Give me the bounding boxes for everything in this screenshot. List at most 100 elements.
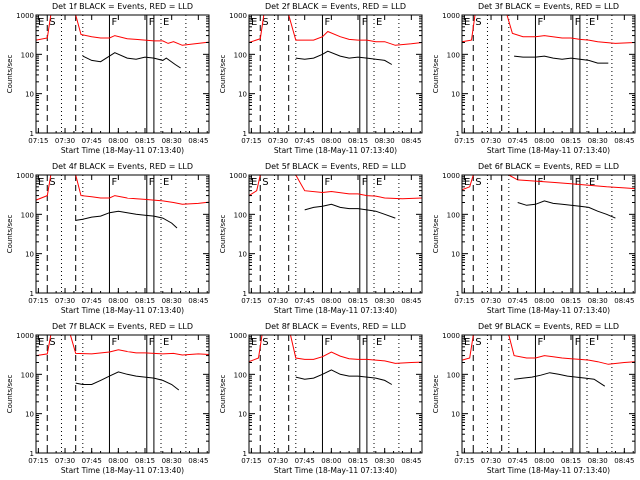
marker-label: E bbox=[376, 17, 382, 28]
x-tick-label: 08:45 bbox=[188, 137, 208, 145]
x-tick-label: 08:15 bbox=[348, 457, 368, 465]
y-axis-label: Counts/sec bbox=[219, 55, 227, 94]
x-tick-label: 08:15 bbox=[348, 297, 368, 305]
x-tick-label: 07:30 bbox=[268, 457, 288, 465]
x-tick-label: 08:30 bbox=[162, 297, 182, 305]
marker-label: F bbox=[362, 177, 368, 188]
y-tick-label: 10 bbox=[25, 91, 34, 99]
marker-label: E bbox=[163, 337, 169, 348]
x-tick-label: 08:15 bbox=[561, 137, 581, 145]
y-axis-label: Counts/sec bbox=[6, 375, 14, 414]
panel-title: Det 4f BLACK = Events, RED = LLD bbox=[52, 162, 193, 171]
x-tick-label: 08:45 bbox=[614, 457, 634, 465]
x-axis-label: Start Time (18-May-11 07:13:40) bbox=[274, 146, 397, 155]
x-tick-label: 07:30 bbox=[268, 137, 288, 145]
marker-label: F bbox=[111, 177, 117, 188]
x-tick-label: 08:45 bbox=[614, 137, 634, 145]
marker-label: F bbox=[149, 17, 155, 28]
x-tick-label: 08:30 bbox=[588, 457, 608, 465]
plot-frame bbox=[461, 14, 636, 134]
x-tick-label: 07:15 bbox=[454, 297, 474, 305]
x-tick-label: 07:15 bbox=[241, 137, 261, 145]
x-tick-label: 08:00 bbox=[534, 137, 554, 145]
y-tick-label: 10 bbox=[238, 91, 247, 99]
panel-title: Det 3f BLACK = Events, RED = LLD bbox=[478, 2, 619, 11]
y-tick-label: 1 bbox=[456, 450, 460, 458]
x-tick-label: 07:45 bbox=[508, 137, 528, 145]
x-tick-label: 08:00 bbox=[321, 137, 341, 145]
x-tick-label: 08:00 bbox=[108, 137, 128, 145]
plot-frame bbox=[35, 174, 210, 294]
marker-label: F bbox=[537, 337, 543, 348]
y-tick-label: 1000 bbox=[16, 332, 34, 340]
y-tick-label: 1000 bbox=[229, 12, 247, 20]
lld-series-line bbox=[36, 15, 209, 46]
x-tick-label: 08:00 bbox=[108, 297, 128, 305]
marker-label: F bbox=[537, 177, 543, 188]
x-tick-label: 07:30 bbox=[55, 297, 75, 305]
y-tick-label: 10 bbox=[238, 251, 247, 259]
y-tick-label: 1000 bbox=[442, 332, 460, 340]
y-tick-label: 10 bbox=[451, 411, 460, 419]
x-axis-label: Start Time (18-May-11 07:13:40) bbox=[274, 466, 397, 475]
y-tick-label: 1000 bbox=[229, 172, 247, 180]
x-tick-label: 08:30 bbox=[375, 297, 395, 305]
y-tick-label: 10 bbox=[451, 91, 460, 99]
marker-label: F bbox=[575, 337, 581, 348]
x-tick-label: 07:30 bbox=[481, 297, 501, 305]
panel-title: Det 7f BLACK = Events, RED = LLD bbox=[52, 322, 193, 331]
x-tick-label: 08:15 bbox=[348, 137, 368, 145]
x-tick-label: 07:45 bbox=[82, 137, 102, 145]
marker-label: F bbox=[575, 17, 581, 28]
x-tick-label: 08:00 bbox=[534, 457, 554, 465]
y-tick-label: 1000 bbox=[442, 172, 460, 180]
marker-label: E bbox=[38, 17, 44, 28]
x-tick-label: 07:45 bbox=[508, 297, 528, 305]
x-axis-label: Start Time (18-May-11 07:13:40) bbox=[61, 146, 184, 155]
y-tick-label: 1 bbox=[30, 130, 34, 138]
marker-label: E bbox=[38, 177, 44, 188]
marker-label: E bbox=[589, 177, 595, 188]
y-axis-label: Counts/sec bbox=[219, 375, 227, 414]
x-axis-label: Start Time (18-May-11 07:13:40) bbox=[487, 466, 610, 475]
events-series-line bbox=[82, 52, 181, 69]
x-tick-label: 07:15 bbox=[241, 457, 261, 465]
lld-series-line bbox=[462, 335, 635, 365]
y-axis-label: Counts/sec bbox=[6, 215, 14, 254]
marker-label: E bbox=[464, 17, 470, 28]
y-tick-label: 1 bbox=[243, 130, 247, 138]
y-tick-label: 100 bbox=[234, 211, 247, 219]
marker-label: E bbox=[251, 17, 257, 28]
y-tick-label: 1 bbox=[456, 130, 460, 138]
y-tick-label: 10 bbox=[451, 251, 460, 259]
x-tick-label: 07:15 bbox=[28, 137, 48, 145]
y-tick-label: 1 bbox=[456, 290, 460, 298]
x-tick-label: 07:15 bbox=[454, 457, 474, 465]
y-tick-label: 100 bbox=[21, 211, 34, 219]
x-axis-label: Start Time (18-May-11 07:13:40) bbox=[61, 306, 184, 315]
y-tick-label: 1 bbox=[243, 290, 247, 298]
lld-series-line bbox=[36, 175, 209, 205]
marker-label: F bbox=[362, 337, 368, 348]
x-axis-label: Start Time (18-May-11 07:13:40) bbox=[487, 306, 610, 315]
y-tick-label: 100 bbox=[21, 51, 34, 59]
y-tick-label: 1 bbox=[30, 450, 34, 458]
marker-label: E bbox=[163, 177, 169, 188]
events-series-line bbox=[295, 50, 393, 65]
marker-label: S bbox=[475, 17, 481, 28]
x-tick-label: 08:30 bbox=[588, 297, 608, 305]
panel-title: Det 9f BLACK = Events, RED = LLD bbox=[478, 322, 619, 331]
x-tick-label: 08:15 bbox=[135, 137, 155, 145]
x-tick-label: 08:15 bbox=[561, 297, 581, 305]
y-tick-label: 10 bbox=[25, 411, 34, 419]
x-tick-label: 08:45 bbox=[188, 457, 208, 465]
x-tick-label: 07:45 bbox=[295, 457, 315, 465]
y-tick-label: 100 bbox=[447, 51, 460, 59]
y-tick-label: 100 bbox=[21, 371, 34, 379]
marker-label: S bbox=[49, 337, 55, 348]
